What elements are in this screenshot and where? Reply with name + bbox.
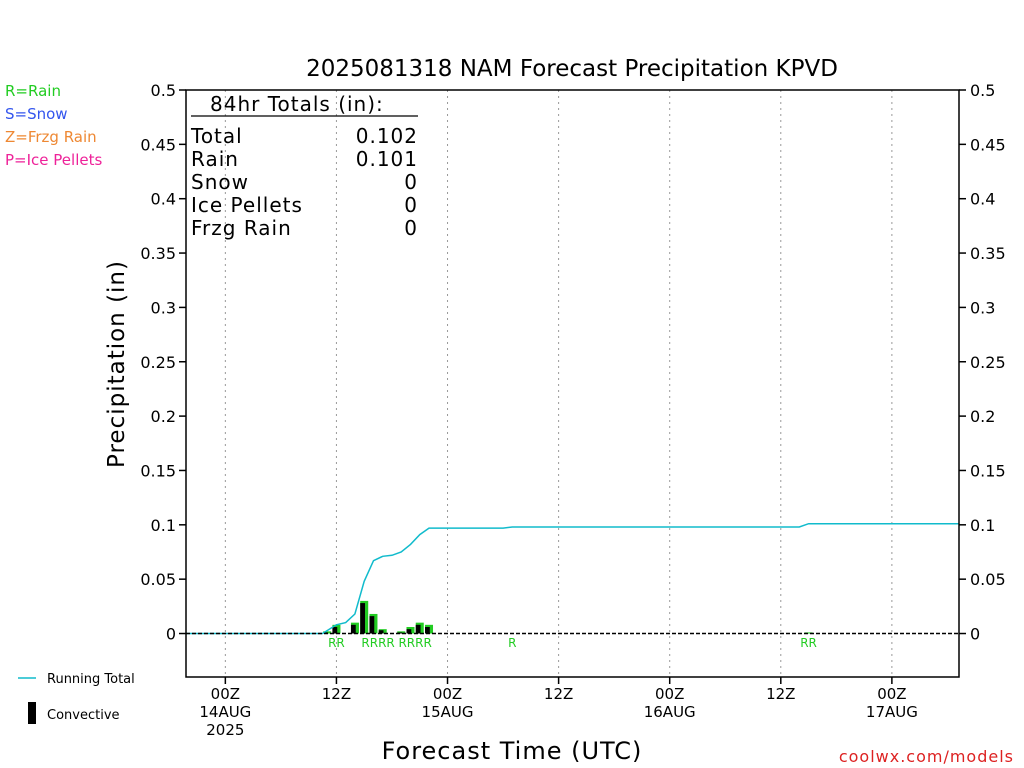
credit-text: coolwx.com/models	[839, 747, 1014, 766]
totals-row-value: 0	[404, 193, 418, 217]
x-tick-label: 15AUG	[422, 703, 474, 721]
x-tick-label: 2025	[206, 721, 244, 739]
precip-bar-total	[804, 632, 813, 634]
totals-row-value: 0	[404, 216, 418, 240]
totals-row-label: Frzg Rain	[191, 216, 292, 240]
x-tick-label: 14AUG	[199, 703, 251, 721]
type-legend-item: S=Snow	[5, 105, 68, 123]
totals-row-label: Snow	[191, 170, 249, 194]
y-tick-label: 0.35	[970, 244, 1006, 263]
y-tick-label: 0.5	[970, 81, 995, 100]
x-tick-label: 12Z	[322, 685, 351, 703]
precip-bar-convective	[415, 624, 421, 634]
legend-label: Convective	[47, 708, 120, 723]
y-axis-right: 0 0.05 0.1 0.15 0.2 0.25 0.3 0.35 0.4 0.45 0.5	[959, 81, 1006, 644]
y-tick-label: 0.1	[970, 516, 995, 535]
y-axis-label: Precipitation (in)	[104, 260, 130, 468]
legend-swatch-bar	[28, 702, 36, 724]
y-tick-label: 0.15	[140, 461, 176, 480]
x-tick-label: 17AUG	[866, 703, 918, 721]
precip-type-legend: R=Rain S=Snow Z=Frzg Rain P=Ice Pellets	[5, 82, 102, 169]
precip-type-labels: RR RRRR RRRR R RR	[328, 636, 817, 650]
y-tick-label: 0.3	[970, 298, 995, 317]
totals-row-value: 0	[404, 170, 418, 194]
y-tick-label: 0.2	[970, 407, 995, 426]
type-legend-item: P=Ice Pellets	[5, 151, 102, 169]
y-tick-label: 0.4	[151, 190, 176, 209]
y-tick-label: 0	[166, 625, 176, 644]
y-tick-label: 0.25	[140, 353, 176, 372]
y-tick-label: 0.2	[151, 407, 176, 426]
y-tick-label: 0.05	[140, 570, 176, 589]
precip-bar-convective	[378, 630, 384, 634]
precip-bars	[323, 600, 813, 634]
y-tick-label: 0.45	[970, 135, 1006, 154]
x-axis-label: Forecast Time (UTC)	[382, 737, 643, 765]
y-axis-left: 0 0.05 0.1 0.15 0.2 0.25 0.3 0.35 0.4 0.45 0.5	[140, 81, 186, 644]
type-legend-item: R=Rain	[5, 82, 61, 100]
type-legend-item: Z=Frzg Rain	[5, 128, 97, 146]
precip-type-label: RRRR	[398, 636, 431, 650]
y-tick-label: 0.25	[970, 353, 1006, 372]
legend-label: Running Total	[47, 672, 135, 687]
y-tick-label: 0	[970, 625, 980, 644]
precip-bar-convective	[360, 603, 366, 634]
y-tick-label: 0.15	[970, 461, 1006, 480]
x-tick-label: 12Z	[766, 685, 795, 703]
precip-bar-convective	[332, 626, 338, 634]
plot-frame	[185, 89, 960, 678]
grid-lines	[224, 90, 893, 677]
series-lines	[186, 522, 959, 635]
totals-header: 84hr Totals (in):	[210, 92, 384, 116]
y-tick-label: 0.45	[140, 135, 176, 154]
y-tick-label: 0.5	[151, 81, 176, 100]
precip-bar-convective	[369, 616, 375, 634]
totals-row-label: Total	[190, 124, 243, 148]
running-total-line	[186, 522, 959, 635]
y-tick-label: 0.35	[140, 244, 176, 263]
chart-title: 2025081318 NAM Forecast Precipitation KP…	[306, 56, 838, 82]
y-tick-label: 0.1	[151, 516, 176, 535]
x-tick-label: 00Z	[655, 685, 684, 703]
precip-bar-convective	[406, 629, 412, 634]
x-tick-label: 00Z	[877, 685, 906, 703]
totals-row-value: 0.101	[356, 147, 418, 171]
precip-type-label: RR	[328, 636, 345, 650]
x-tick-label: 16AUG	[644, 703, 696, 721]
precip-type-label: RRRR	[361, 636, 394, 650]
x-tick-label: 00Z	[433, 685, 462, 703]
precip-type-label: R	[508, 636, 516, 650]
totals-row-label: Rain	[191, 147, 239, 171]
precip-bar-convective	[350, 624, 356, 634]
x-tick-label: 12Z	[544, 685, 573, 703]
series-legend: Running Total Convective	[18, 672, 135, 724]
totals-row-value: 0.102	[356, 124, 418, 148]
y-tick-label: 0.05	[970, 570, 1006, 589]
precip-bar-convective	[425, 626, 430, 634]
precip-type-label: RR	[800, 636, 817, 650]
y-tick-label: 0.4	[970, 190, 995, 209]
totals-box: 84hr Totals (in): Total 0.102 Rain 0.101 Snow…	[190, 92, 418, 240]
plot-area: RR RRRR RRRR R RR	[185, 89, 960, 678]
y-tick-label: 0.3	[151, 298, 176, 317]
totals-row-label: Ice Pellets	[191, 193, 303, 217]
x-tick-label: 00Z	[211, 685, 240, 703]
